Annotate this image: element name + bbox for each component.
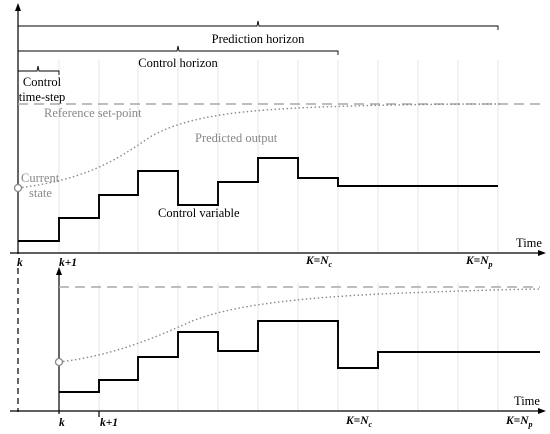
top-tick-nc-main: K=N: [305, 255, 329, 267]
control-horizon-brace: [17, 45, 339, 55]
bottom-time-label: Time: [514, 394, 540, 408]
top-tick-nc-sub: c: [329, 260, 333, 269]
bottom-tick-k1: k+1: [100, 417, 118, 429]
bottom-current-state-marker: [54, 357, 64, 367]
prediction-horizon-label: Prediction horizon: [212, 32, 305, 46]
control-timestep-label-line2: time-step: [19, 90, 66, 104]
control-timestep-label-line1: Control: [23, 75, 62, 89]
current-state-label-line2: state: [29, 186, 52, 200]
prediction-horizon-brace: [17, 20, 499, 30]
top-panel: Prediction horizon Control horizon Contr…: [10, 3, 546, 269]
bottom-tick-nc-main: K=N: [345, 415, 369, 427]
current-state-label-line1: Current: [21, 171, 60, 185]
bottom-x-axis-arrow: [538, 408, 546, 414]
top-current-state-marker: [13, 183, 23, 193]
top-x-axis-arrow: [538, 250, 546, 256]
bottom-y-axis-arrow: [56, 267, 62, 275]
top-control-variable: [18, 157, 498, 242]
top-tick-k1: k+1: [59, 257, 77, 269]
top-time-label: Time: [516, 236, 542, 250]
bottom-tick-k: k: [59, 417, 65, 429]
bottom-control-variable: [59, 320, 540, 393]
control-timestep-brace: [17, 65, 60, 75]
control-horizon-label: Control horizon: [138, 56, 218, 70]
bottom-predicted-output: [58, 288, 541, 363]
bottom-tick-np: K=Np: [505, 415, 533, 429]
top-tick-nc: K=Nc: [305, 255, 333, 269]
bottom-gridlines: [98, 283, 499, 410]
bottom-tick-np-main: K=N: [505, 415, 529, 427]
bottom-tick-np-sub: p: [528, 420, 533, 429]
reference-setpoint-label: Reference set-point: [44, 106, 142, 120]
top-tick-np: K=Np: [465, 255, 493, 269]
top-gridlines: [58, 60, 499, 252]
bottom-tick-nc: K=Nc: [345, 415, 373, 429]
predicted-output-label: Predicted output: [195, 131, 278, 145]
control-variable-label: Control variable: [158, 206, 240, 220]
top-tick-np-sub: p: [488, 260, 493, 269]
top-tick-np-main: K=N: [465, 255, 489, 267]
bottom-tick-nc-sub: c: [369, 420, 373, 429]
top-tick-k: k: [17, 257, 23, 269]
top-y-axis-arrow: [15, 3, 21, 11]
bottom-panel: Time k k+1 K=Nc K=Np: [10, 267, 546, 429]
